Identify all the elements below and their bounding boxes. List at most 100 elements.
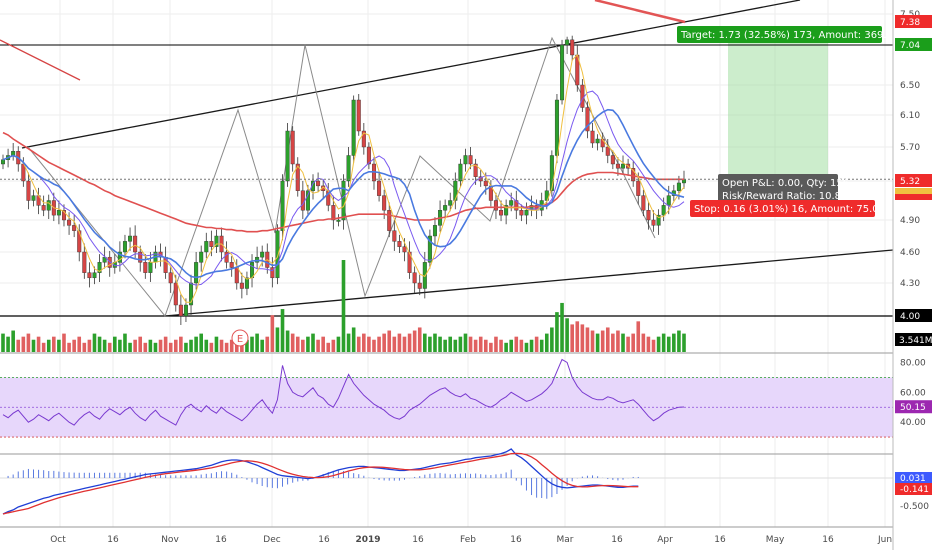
volume-bar: [346, 333, 351, 352]
rsi-tick-label: 60.00: [900, 388, 926, 398]
volume-bar: [97, 336, 102, 352]
time-tick-label: Nov: [161, 535, 179, 545]
volume-bar: [555, 312, 559, 352]
candle: [407, 251, 412, 273]
macd-signal-line: [2, 452, 639, 515]
volume-bar: [402, 336, 407, 352]
position-pnl-text: Open P&L: 0.00, Qty: 156: [722, 178, 849, 189]
volume-bar: [326, 342, 331, 352]
volume-bar: [534, 336, 539, 352]
volume-bar: [575, 321, 580, 352]
candle: [453, 180, 458, 201]
stop-info-box[interactable]: Stop: 0.16 (3.01%) 16, Amount: 75.04: [690, 200, 885, 217]
candle: [275, 230, 280, 279]
candle: [122, 241, 127, 253]
volume-bar: [656, 336, 661, 352]
target-zone: [728, 37, 828, 180]
volume-bar: [494, 336, 498, 352]
volume-bar: [438, 336, 442, 352]
candle: [417, 282, 422, 289]
time-axis[interactable]: Oct 16 Nov 16 Dec 16 2019 16 Feb 16 Mar 16 Apr 16 May 1…: [50, 535, 892, 545]
candle: [382, 195, 387, 211]
volume-bar: [362, 333, 366, 352]
candle: [387, 210, 392, 231]
volume-bar: [341, 260, 346, 352]
volume-bar: [677, 330, 681, 352]
volume-bar: [41, 342, 46, 352]
volume-bar: [621, 333, 625, 352]
candle: [280, 180, 285, 231]
candle: [356, 99, 361, 132]
price-tick-label: 4.30: [900, 279, 920, 289]
volume-bar: [158, 339, 163, 352]
volume-bar: [87, 339, 92, 352]
volume-bar: [199, 333, 204, 352]
volume-bar: [92, 333, 97, 352]
candle: [361, 130, 366, 148]
volume-bar: [489, 342, 493, 352]
volume-bar: [102, 339, 107, 352]
volume-bar: [290, 333, 295, 352]
volume-bar: [153, 342, 158, 352]
candle: [336, 219, 341, 222]
candle: [499, 210, 504, 216]
candle: [295, 163, 300, 191]
volume-bar: [77, 336, 82, 352]
time-tick-label: Jun: [877, 535, 892, 545]
target-info-box[interactable]: Target: 1.73 (32.58%) 173, Amount: 369.8…: [677, 26, 899, 43]
candle: [377, 180, 382, 196]
candle: [178, 304, 183, 317]
macd-value-tag: 0.031: [900, 474, 926, 484]
candle: [72, 225, 77, 231]
volume-bar: [173, 339, 178, 352]
volume-bar: [229, 339, 234, 352]
candle: [199, 251, 204, 263]
red-line-top-right: [594, 0, 686, 24]
candle: [316, 180, 321, 187]
candle: [636, 180, 641, 196]
candle: [87, 272, 92, 279]
volume-bar: [463, 333, 468, 352]
time-tick-label: 2019: [355, 535, 380, 545]
price-tag: [895, 38, 932, 51]
moving-average-long: [2, 131, 684, 233]
channel-lower-line[interactable]: [164, 249, 894, 317]
volume-bar: [397, 333, 402, 352]
candle: [56, 210, 61, 216]
moving-average-short: [2, 54, 685, 303]
volume-bar: [26, 333, 31, 352]
volume-bar: [250, 336, 254, 352]
candle: [97, 262, 102, 273]
stop-info-text: Stop: 0.16 (3.01%) 16, Amount: 75.04: [694, 204, 885, 215]
candle: [524, 210, 529, 216]
candle: [143, 262, 148, 273]
volume-bar: [372, 339, 376, 352]
volume-bar: [260, 339, 264, 352]
moving-average-blue: [2, 108, 685, 279]
candle: [509, 200, 514, 206]
volume-bar: [82, 342, 87, 352]
price-pane: [0, 0, 894, 325]
volume-bar: [417, 327, 422, 352]
channel-upper-line[interactable]: [21, 0, 801, 149]
candle: [77, 230, 82, 253]
volume-bar: [412, 330, 417, 352]
volume-bar: [423, 333, 427, 352]
earnings-marker[interactable]: E: [231, 329, 249, 347]
candle: [61, 210, 66, 221]
macd-tick-label: -0.500: [900, 502, 929, 512]
candle: [1, 159, 5, 165]
position-info-box[interactable]: Open P&L: 0.00, Qty: 156 Risk/Reward Rat…: [718, 174, 849, 203]
price-tag: [895, 174, 932, 187]
time-tick-label: Oct: [50, 535, 66, 545]
time-tick-label: Mar: [557, 535, 574, 545]
volume-bar: [560, 302, 564, 352]
price-tick-label: 4.90: [900, 216, 920, 226]
candle: [67, 219, 72, 226]
diagonal-line-top-left[interactable]: [0, 39, 81, 81]
volume-bar: [16, 339, 21, 352]
rsi-value-tag: 50.15: [900, 403, 926, 413]
candle: [504, 205, 509, 216]
volume-bar: [11, 330, 15, 352]
